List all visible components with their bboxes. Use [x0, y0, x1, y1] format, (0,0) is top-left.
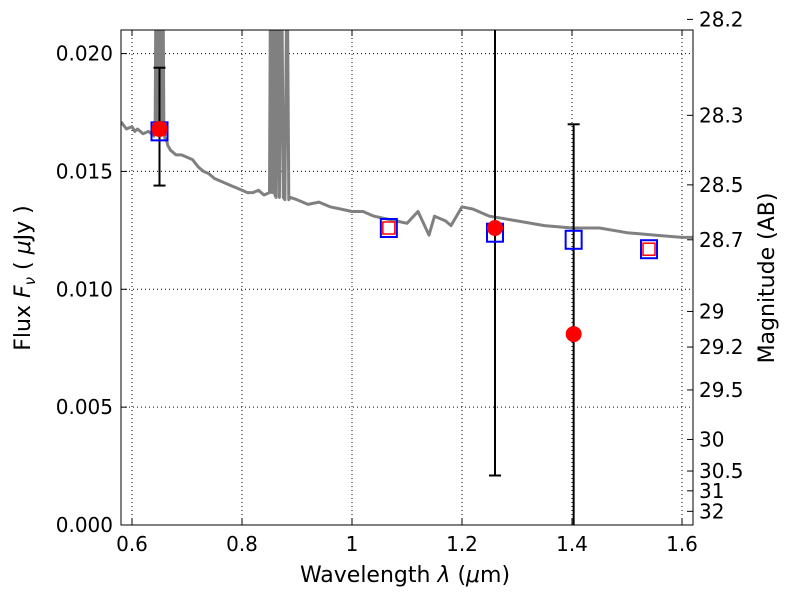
- blue-square-marker: [379, 218, 398, 238]
- x-tick-label: 1.6: [666, 532, 698, 556]
- model-spectrum-line: [121, 30, 693, 239]
- blue-square-marker: [564, 229, 583, 250]
- y-tick-label: 0.005: [56, 395, 113, 419]
- plot-area: [121, 30, 693, 525]
- x-tick-label: 0.8: [226, 532, 258, 556]
- y-tick-label: 0.020: [56, 42, 113, 66]
- y-axis-title-right: Magnitude (AB): [755, 193, 780, 364]
- x-axis-title: Wavelength λ (μm): [300, 563, 510, 588]
- magnitude-tick-label: 28.7: [699, 228, 744, 252]
- magnitude-tick-label: 28.3: [699, 103, 744, 127]
- red-square-marker: [642, 242, 656, 256]
- x-tick-label: 1.2: [446, 532, 478, 556]
- magnitude-tick-label: 29: [699, 299, 724, 323]
- y-tick-label: 0.010: [56, 277, 113, 301]
- magnitude-tick-label: 29.2: [699, 335, 744, 359]
- x-tick-label: 1.4: [556, 532, 588, 556]
- flux-point-marker: [565, 326, 582, 343]
- magnitude-tick-label: 28.5: [699, 173, 744, 197]
- flux-point-marker: [151, 121, 168, 137]
- magnitude-tick-label: 30.5: [699, 459, 744, 483]
- y-tick-label: 0.015: [56, 159, 113, 183]
- grid-layer: [121, 30, 693, 526]
- red-square-marker: [382, 221, 396, 235]
- plot-frame: [120, 29, 694, 526]
- axis-layer: 0.6 0.8 1 1.2 1.4 1.6 0.000 0.005 0.010 0.015 0.02…: [56, 7, 744, 556]
- x-tick-label: 0.6: [116, 532, 148, 556]
- flux-point-marker: [487, 220, 503, 236]
- magnitude-tick-label: 29.5: [699, 378, 744, 402]
- magnitude-tick-label: 31: [699, 479, 724, 503]
- magnitude-tick-label: 32: [699, 499, 724, 523]
- x-tick-label: 1: [346, 532, 359, 556]
- magnitude-tick-label: 28.2: [699, 7, 744, 31]
- plot-layer: [121, 30, 693, 525]
- y-tick-label: 0.000: [56, 513, 113, 537]
- blue-square-marker: [640, 239, 658, 260]
- y-axis-title-left: Flux Fν ( μJy ): [11, 205, 39, 350]
- magnitude-tick-label: 30: [699, 427, 724, 451]
